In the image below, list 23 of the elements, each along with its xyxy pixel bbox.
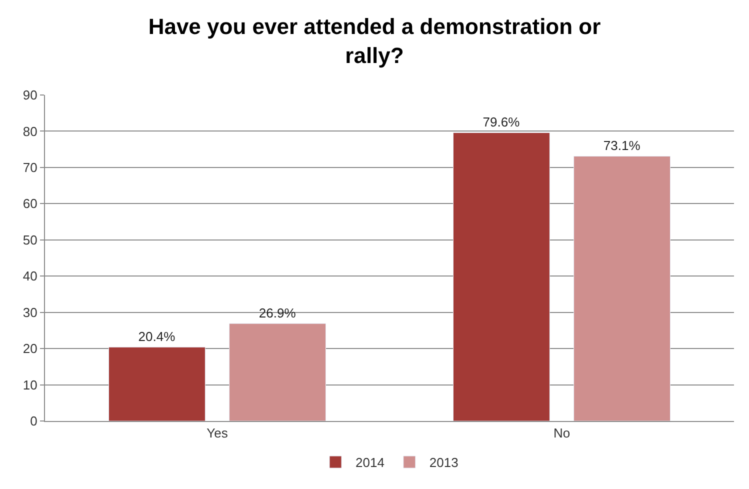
- data-label: 26.9%: [258, 306, 296, 321]
- data-label: 79.6%: [482, 114, 520, 130]
- y-tick-label: 40: [22, 268, 38, 284]
- chart-title: Have you ever attended a demonstration or rally?: [148, 14, 602, 68]
- y-tick-label: 10: [22, 377, 38, 392]
- x-tick-label: No: [553, 426, 570, 441]
- bar: [574, 156, 671, 421]
- y-tick-label: 30: [22, 304, 38, 320]
- y-tick-label: 20: [22, 341, 38, 356]
- y-tick-label: 0: [30, 414, 38, 429]
- data-label: 20.4%: [138, 329, 176, 344]
- x-tick-label: Yes: [206, 426, 228, 441]
- bar: [229, 323, 326, 421]
- legend-label: 2013: [429, 455, 458, 470]
- y-tick-label: 90: [22, 88, 38, 103]
- y-tick-label: 80: [22, 124, 38, 139]
- y-tick-label: 50: [22, 232, 38, 248]
- bar: [452, 132, 550, 421]
- data-label: 73.1%: [603, 138, 641, 154]
- legend-label: 2014: [356, 455, 384, 470]
- y-tick-label: 70: [22, 160, 38, 175]
- bar: [108, 346, 206, 421]
- y-tick-label: 60: [22, 196, 38, 212]
